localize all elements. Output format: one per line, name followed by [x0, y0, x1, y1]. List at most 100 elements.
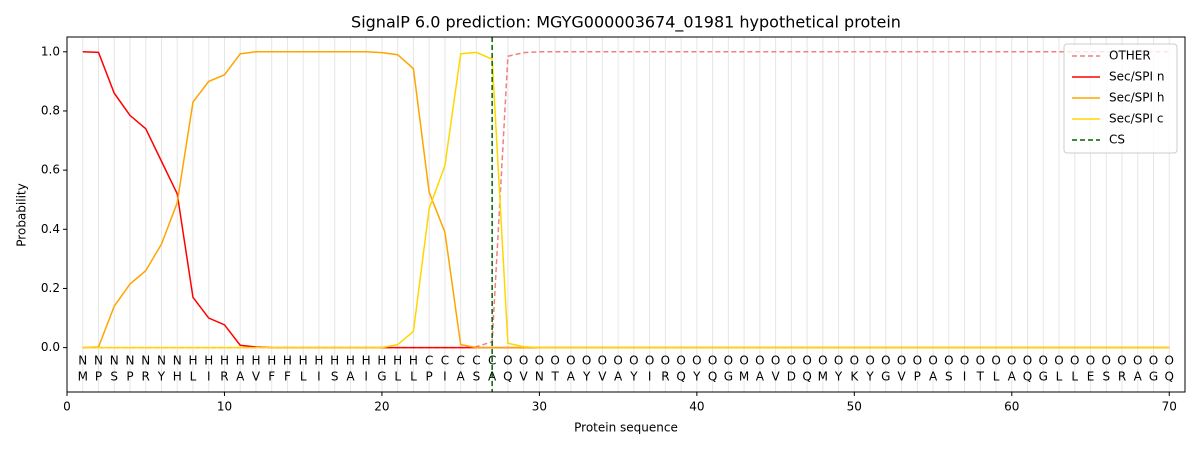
sequence-letter: Q — [503, 370, 512, 384]
sequence-letter: G — [1039, 370, 1048, 384]
residue-label: N — [110, 354, 119, 368]
residue-label: H — [283, 354, 292, 368]
sequence-letter: G — [881, 370, 890, 384]
sequence-letter: Q — [802, 370, 811, 384]
residue-label: O — [1133, 354, 1142, 368]
residue-label: H — [267, 354, 276, 368]
sequence-letter: P — [426, 370, 433, 384]
residue-label: H — [314, 354, 323, 368]
sequence-letter: V — [598, 370, 607, 384]
sequence-letter: A — [614, 370, 623, 384]
residue-label: O — [881, 354, 890, 368]
x-tick-label: 70 — [1162, 400, 1177, 414]
residue-label: O — [802, 354, 811, 368]
y-tick-label: 0.6 — [41, 163, 60, 177]
residue-label: O — [550, 354, 559, 368]
sequence-letter: Y — [834, 370, 843, 384]
residue-label: O — [535, 354, 544, 368]
series-line — [82, 51, 1170, 349]
sequence-letter: A — [457, 370, 466, 384]
residue-label: C — [456, 354, 464, 368]
residue-label: O — [865, 354, 874, 368]
sequence-letter: Y — [582, 370, 591, 384]
residue-label: H — [362, 354, 371, 368]
residue-label: H — [236, 354, 245, 368]
residue-label: O — [1007, 354, 1016, 368]
residue-label: O — [960, 354, 969, 368]
sequence-letter: R — [1118, 370, 1126, 384]
residue-label: H — [377, 354, 386, 368]
x-tick-label: 0 — [63, 400, 71, 414]
series-line — [82, 51, 1170, 349]
residue-label: O — [1165, 354, 1174, 368]
sequence-letter: P — [95, 370, 102, 384]
x-tick-label: 10 — [217, 400, 232, 414]
sequence-letter: L — [1056, 370, 1063, 384]
residue-label: O — [771, 354, 780, 368]
residue-label: H — [188, 354, 197, 368]
sequence-letter: I — [207, 370, 211, 384]
sequence-letter: S — [945, 370, 953, 384]
sequence-letter: P — [914, 370, 921, 384]
sequence-letter: R — [661, 370, 669, 384]
sequence-letter: Y — [692, 370, 701, 384]
y-tick-label: 0.4 — [41, 222, 60, 236]
sequence-letter: F — [268, 370, 275, 384]
legend-box — [1063, 43, 1178, 154]
sequence-letter: R — [142, 370, 150, 384]
residue-label: O — [724, 354, 733, 368]
y-tick-label: 1.0 — [41, 44, 60, 58]
residue-label: H — [251, 354, 260, 368]
sequence-letter: A — [236, 370, 245, 384]
sequence-letter: L — [1071, 370, 1078, 384]
x-tick-label: 50 — [847, 400, 862, 414]
sequence-letter: A — [929, 370, 938, 384]
sequence-letter: L — [410, 370, 417, 384]
y-axis-label: Probability — [15, 183, 29, 246]
residue-label: N — [125, 354, 134, 368]
y-tick-label: 0.0 — [41, 340, 60, 354]
x-tick-label: 20 — [374, 400, 389, 414]
sequence-letter: H — [173, 370, 182, 384]
residue-label: O — [582, 354, 591, 368]
residue-label: O — [503, 354, 512, 368]
sequence-letter: S — [1102, 370, 1110, 384]
sequence-letter: A — [346, 370, 355, 384]
sequence-letter: M — [818, 370, 828, 384]
sequence-letter: L — [993, 370, 1000, 384]
legend-label: CS — [1109, 133, 1125, 147]
sequence-letter: A — [1008, 370, 1017, 384]
residue-label: O — [739, 354, 748, 368]
residue-label: O — [991, 354, 1000, 368]
residue-label: H — [220, 354, 229, 368]
sequence-letter: N — [535, 370, 544, 384]
residue-label: O — [1070, 354, 1079, 368]
residue-label: O — [598, 354, 607, 368]
residue-label: H — [330, 354, 339, 368]
sequence-letter: M — [78, 370, 88, 384]
sequence-letter: L — [300, 370, 307, 384]
sequence-letter: P — [126, 370, 133, 384]
sequence-letter: I — [648, 370, 652, 384]
residue-label: O — [976, 354, 985, 368]
residue-label: O — [928, 354, 937, 368]
sequence-letter: M — [739, 370, 749, 384]
sequence-letter: L — [190, 370, 197, 384]
x-tick-label: 40 — [689, 400, 704, 414]
plot-frame — [66, 36, 1186, 393]
sequence-letter: V — [771, 370, 780, 384]
residue-label: O — [1102, 354, 1111, 368]
sequence-letter: T — [976, 370, 985, 384]
x-tick-label: 60 — [1004, 400, 1019, 414]
residue-label: O — [1023, 354, 1032, 368]
sequence-letter: L — [394, 370, 401, 384]
x-tick-label: 30 — [532, 400, 547, 414]
sequence-letter: Q — [1165, 370, 1174, 384]
chart-title: SignalP 6.0 prediction: MGYG000003674_01… — [351, 13, 901, 33]
sequence-letter: I — [364, 370, 368, 384]
residue-label: O — [613, 354, 622, 368]
residue-label: O — [661, 354, 670, 368]
residue-label: O — [692, 354, 701, 368]
sequence-letter: T — [550, 370, 559, 384]
